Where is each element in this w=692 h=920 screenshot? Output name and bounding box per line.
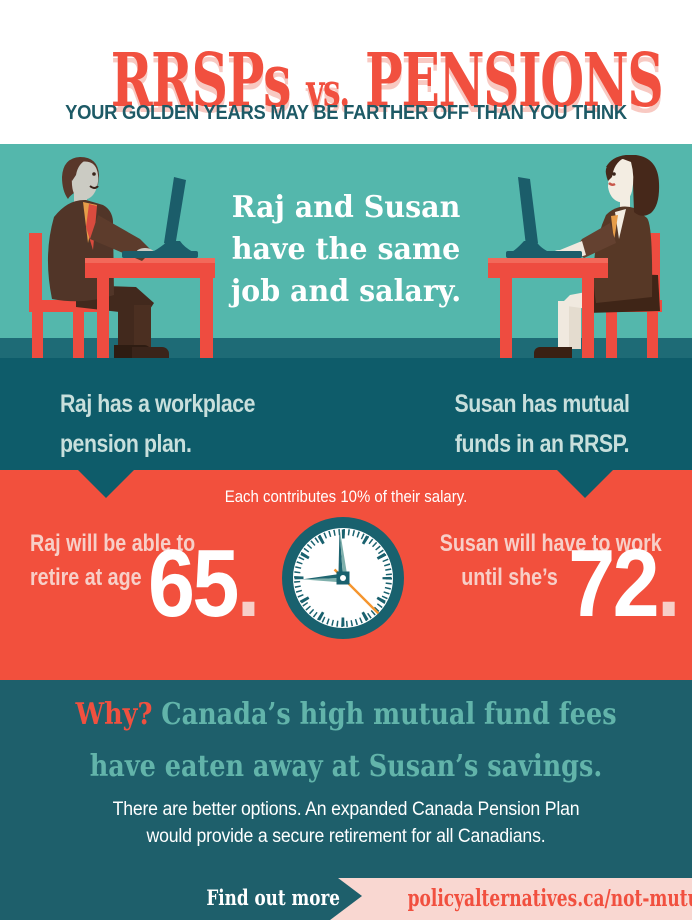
raj-plan-line-2: pension plan. xyxy=(60,430,192,458)
plans-band-section: Raj has a workplace pension plan. Susan … xyxy=(0,358,692,470)
title-rrsps: RRSPs xyxy=(110,38,292,124)
susan-age-period: . xyxy=(656,530,680,637)
susan-plan-line-1: Susan has mutual xyxy=(454,390,630,418)
intro-line-1: Raj and Susan xyxy=(231,190,461,225)
raj-retirement-age: 65. xyxy=(148,536,260,632)
raj-retire-line-1: Raj will be able to xyxy=(30,530,196,557)
outro-body-line-1: There are better options. An expanded Ca… xyxy=(112,799,580,820)
susan-work-line-1: Susan will have to work xyxy=(439,530,662,557)
header-section: RRSPs vs. PENSIONS YOUR GOLDEN YEARS MAY… xyxy=(0,0,692,144)
susan-desk-icon xyxy=(488,258,608,358)
susan-plan-text: Susan has mutual funds in an RRSP. xyxy=(449,384,636,464)
raj-retire-line-2: retire at age xyxy=(30,564,142,591)
susan-age-number: 72 xyxy=(567,530,659,637)
intro-line-3: job and salary. xyxy=(230,274,462,309)
why-heading-line-1: Why? Canada’s high mutual fund fees xyxy=(52,698,640,732)
down-arrow-notch-left xyxy=(78,470,134,498)
footer-ribbon xyxy=(293,878,692,920)
raj-plan-text: Raj has a workplace pension plan. xyxy=(60,384,256,464)
why-heading-line-2: have eaten away at Susan’s savings. xyxy=(89,749,603,784)
minute-hand xyxy=(338,528,349,583)
intro-line-2: have the same xyxy=(231,232,461,267)
find-out-more-label: Find out more xyxy=(206,885,340,910)
susan-plan-line-2: funds in an RRSP. xyxy=(454,430,630,458)
susan-work-line-2: until she’s xyxy=(461,564,558,591)
outro-body-line-2: would provide a secure retirement for al… xyxy=(146,826,546,847)
why-label: Why? xyxy=(75,697,153,732)
scene-section: Raj and Susan have the same job and sala… xyxy=(0,144,692,358)
raj-computer-icon xyxy=(122,177,198,258)
policyalternatives-link[interactable]: policyalternatives.ca/not-mutual xyxy=(407,885,692,912)
susan-at-desk-illustration xyxy=(488,155,662,358)
raj-plan-line-1: Raj has a workplace xyxy=(60,390,256,418)
susan-computer-icon xyxy=(506,177,582,258)
raj-at-desk-illustration xyxy=(29,157,215,358)
raj-desk-icon xyxy=(85,258,215,358)
contribution-note: Each contributes 10% of their salary. xyxy=(224,487,468,506)
clock-icon xyxy=(282,517,404,639)
hour-hand xyxy=(302,573,347,583)
title-vs: vs. xyxy=(306,63,350,117)
down-arrow-notch-right xyxy=(557,470,613,498)
title-pensions: PENSIONS xyxy=(364,38,664,124)
floor-strip xyxy=(0,338,692,358)
susan-retirement-age: 72. xyxy=(568,536,680,632)
raj-age-period: . xyxy=(236,530,261,637)
raj-age-number: 65 xyxy=(148,530,239,637)
comparison-section: Each contributes 10% of their salary. Ra… xyxy=(0,470,692,680)
page-title: RRSPs vs. PENSIONS xyxy=(111,44,664,127)
page-subtitle: YOUR GOLDEN YEARS MAY BE FARTHER OFF THA… xyxy=(65,102,627,124)
outro-section: Why? Canada’s high mutual fund fees have… xyxy=(0,680,692,920)
why-heading-text: Canada’s high mutual fund fees xyxy=(161,697,617,732)
